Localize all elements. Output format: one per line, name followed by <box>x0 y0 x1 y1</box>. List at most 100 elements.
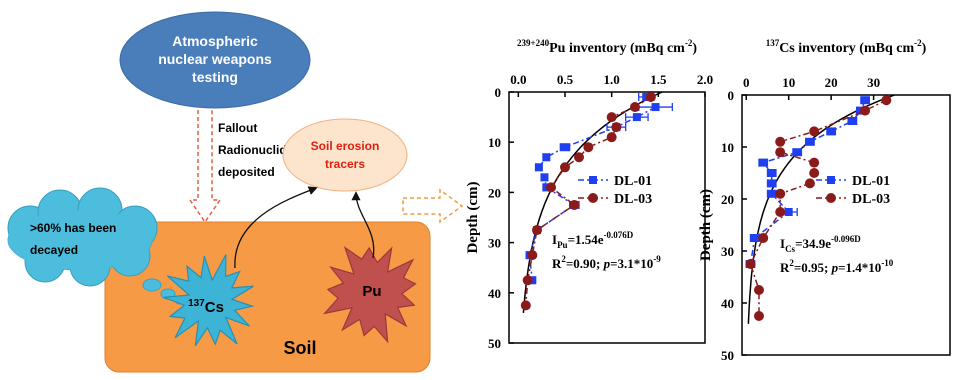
fit-eq: =1.54e <box>568 232 604 247</box>
decay-text: >60% has been <box>30 221 116 235</box>
tracers-ellipse <box>283 119 407 191</box>
point <box>521 300 531 310</box>
fit-sub: Cs <box>785 244 795 254</box>
stat-p-sup: -10 <box>881 258 893 268</box>
stat-eq: =0.90; <box>566 256 604 271</box>
fallout-arrow <box>190 110 220 222</box>
result-arrow <box>403 190 462 222</box>
legend-marker <box>589 176 597 184</box>
y-tick-label: 0 <box>728 88 735 103</box>
point <box>630 102 640 112</box>
title-end: ) <box>692 41 697 56</box>
point <box>532 225 542 235</box>
tracers-text: Soil erosion <box>311 139 380 153</box>
y-tick-label: 50 <box>721 348 734 363</box>
fallout-text: deposited <box>218 165 275 179</box>
title-main: Cs inventory (mBq cm <box>779 41 914 56</box>
x-tick-label: 1.5 <box>650 72 667 87</box>
point <box>611 122 621 132</box>
legend-marker <box>826 193 836 203</box>
stat-p-sup: -9 <box>653 254 661 264</box>
title-main: Pu inventory (mBq cm <box>549 41 685 56</box>
point <box>809 168 819 178</box>
point <box>827 127 835 135</box>
stat-eq: =0.95; <box>794 260 832 275</box>
pu-text: Pu <box>362 283 381 300</box>
point <box>758 233 768 243</box>
point <box>546 182 556 192</box>
decay-text: decayed <box>30 243 78 257</box>
tracers-text: tracers <box>325 157 365 171</box>
x-tick-label: 0 <box>743 75 750 90</box>
stat-p-eq: =1.4*10 <box>838 260 881 275</box>
point <box>751 234 759 242</box>
source-text: Atmospheric <box>172 33 258 49</box>
point <box>775 147 785 157</box>
point <box>785 208 793 216</box>
title-sup: 137 <box>766 38 780 48</box>
point <box>775 137 785 147</box>
fit-curve <box>748 95 894 324</box>
legend-label: DL-03 <box>852 192 890 207</box>
legend-marker <box>588 193 598 203</box>
point <box>633 113 641 121</box>
source-text: testing <box>192 69 238 85</box>
y-tick-label: 30 <box>721 244 734 259</box>
y-tick-label: 20 <box>488 185 501 200</box>
cs-label: Cs <box>205 299 224 316</box>
point <box>607 132 617 142</box>
stat-p-eq: =3.1*10 <box>610 256 653 271</box>
point <box>646 92 656 102</box>
x-tick-label: 20 <box>825 75 838 90</box>
point <box>759 159 767 167</box>
point <box>775 207 785 217</box>
y-tick-label: 10 <box>488 135 501 150</box>
point <box>523 275 533 285</box>
y-tick-label: 30 <box>488 236 501 251</box>
point <box>809 126 819 136</box>
legend-label: DL-03 <box>614 192 652 207</box>
point <box>607 112 617 122</box>
y-axis-title: Depth (cm) <box>698 189 714 261</box>
diagram: Atmospheric nuclear weapons testing Fall… <box>8 12 462 372</box>
legend-marker <box>827 176 835 184</box>
point <box>848 117 856 125</box>
stat-label: R2=0.95; p=1.4*10-10 <box>780 258 894 275</box>
fit-eq: =34.9e <box>795 236 831 251</box>
point <box>569 200 579 210</box>
point <box>561 143 569 151</box>
x-axis-title: 137Cs inventory (mBq cm-2) <box>766 38 927 56</box>
point <box>560 162 570 172</box>
point <box>768 179 776 187</box>
point <box>745 259 755 269</box>
point <box>809 158 819 168</box>
point <box>806 138 814 146</box>
graphical-abstract: Atmospheric nuclear weapons testing Fall… <box>0 0 970 380</box>
fit-label: IPu=1.54e-0.076D <box>552 230 634 250</box>
x-tick-label: 2.0 <box>697 72 713 87</box>
y-tick-label: 0 <box>495 85 502 100</box>
point <box>793 148 801 156</box>
point <box>527 250 537 260</box>
legend-label: DL-01 <box>614 174 652 189</box>
point <box>652 103 660 111</box>
x-tick-label: 30 <box>867 75 880 90</box>
point <box>775 189 785 199</box>
point <box>583 142 593 152</box>
point <box>535 163 543 171</box>
point <box>805 178 815 188</box>
source-text: nuclear weapons <box>158 51 272 67</box>
fit-sup: -0.096D <box>831 234 861 244</box>
fit-sub: Pu <box>557 240 568 250</box>
point <box>860 106 870 116</box>
cs-sup: 137 <box>188 298 205 309</box>
point <box>754 285 764 295</box>
x-axis-title: 239+240Pu inventory (mBq cm-2) <box>517 38 697 56</box>
stat-label: R2=0.90; p=3.1*10-9 <box>552 254 661 271</box>
x-tick-label: 0.0 <box>510 72 526 87</box>
fit-sup: -0.076D <box>604 230 634 240</box>
point <box>768 169 776 177</box>
x-tick-label: 1.0 <box>604 72 620 87</box>
